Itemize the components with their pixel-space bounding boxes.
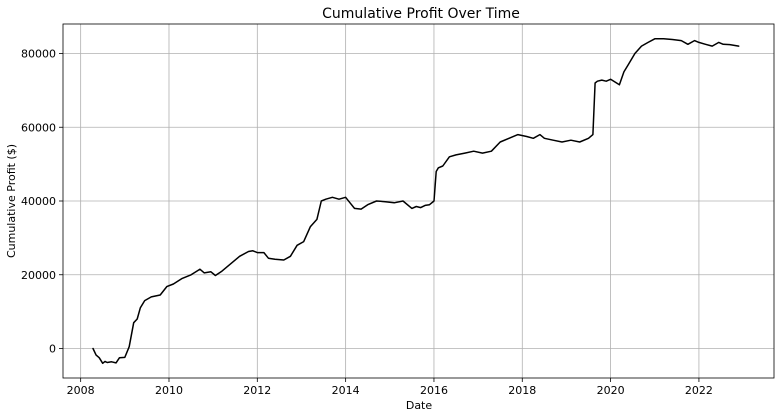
y-tick-label: 60000	[21, 121, 56, 134]
x-tick-label: 2008	[67, 384, 95, 397]
y-axis-label: Cumulative Profit ($)	[5, 144, 18, 258]
x-tick-label: 2016	[420, 384, 448, 397]
y-tick-label: 40000	[21, 195, 56, 208]
x-tick-label: 2020	[597, 384, 625, 397]
y-tick-label: 80000	[21, 48, 56, 61]
y-tick-label: 0	[49, 343, 56, 356]
tick-layer: 2008 2010 2012 2014 2016 2018 2020 2022 0 20000 40…	[21, 48, 713, 398]
x-tick-label: 2012	[243, 384, 271, 397]
series-layer	[92, 38, 740, 365]
x-tick-label: 2018	[508, 384, 536, 397]
y-tick-label: 20000	[21, 269, 56, 282]
series-line-0	[92, 38, 740, 365]
x-tick-label: 2022	[685, 384, 713, 397]
x-tick-label: 2010	[155, 384, 183, 397]
x-tick-label: 2014	[332, 384, 360, 397]
chart-title: Cumulative Profit Over Time	[322, 6, 520, 22]
x-axis-label: Date	[406, 399, 433, 412]
